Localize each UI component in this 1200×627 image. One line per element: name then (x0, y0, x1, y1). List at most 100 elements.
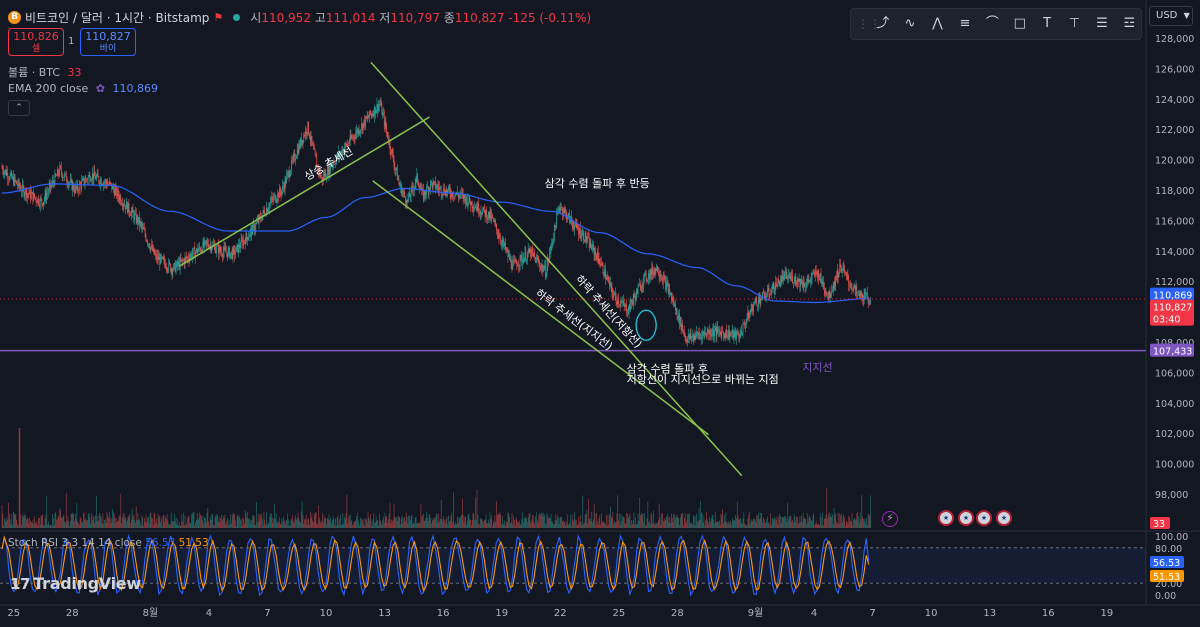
us-flag-icon[interactable]: ★ (958, 510, 974, 526)
candle-body (452, 192, 453, 198)
volume-bar (613, 523, 615, 528)
symbol-legend[interactable]: B 비트코인 / 달러 · 1시간 · Bitstamp ⚑ 시110,952 … (8, 9, 591, 26)
candle-body (797, 278, 798, 285)
volume-bar (584, 514, 586, 528)
candle-body (335, 163, 336, 165)
volume-bar (836, 521, 837, 528)
candle-body (331, 165, 333, 168)
candle-body (414, 183, 416, 187)
volume-bar (344, 518, 346, 528)
curve-icon[interactable]: ⌒ (985, 16, 999, 31)
economic-events[interactable]: ★ ★ (938, 510, 974, 526)
candle-body (501, 241, 503, 245)
volume-bar (688, 514, 689, 528)
volume-legend[interactable]: 볼륨 · BTC 33 (8, 64, 82, 80)
drawing-toolbar[interactable]: ⋮⋮ ⤴ ∿ ⋀ ≡ ⌒ □ T ⊤ ☰ ☲ (850, 8, 1142, 40)
economic-events-2[interactable]: ★ ★ (976, 510, 1012, 526)
candle-body (532, 252, 534, 254)
time-tick-label: 8월 (143, 607, 159, 619)
last-price-label-bg (1150, 299, 1194, 326)
volume-bar (678, 517, 680, 528)
candle-body (813, 272, 815, 274)
text-icon[interactable]: T (1043, 16, 1052, 31)
volume-bar (562, 520, 563, 528)
candle-body (629, 305, 631, 310)
candle-body (351, 137, 353, 139)
volume-bar (508, 513, 510, 528)
candle-body (34, 193, 35, 198)
path-icon[interactable]: ∿ (904, 16, 916, 31)
symbol-title[interactable]: 비트코인 / 달러 · 1시간 · Bitstamp (25, 11, 210, 25)
volume-bar (2, 514, 4, 528)
more-lines-icon[interactable]: ☲ (1123, 16, 1136, 31)
volume-bar (422, 514, 424, 528)
us-flag-icon[interactable]: ★ (976, 510, 992, 526)
currency-select[interactable]: USD ▼ (1149, 6, 1193, 26)
volume-bar (664, 517, 666, 528)
volume-bar (637, 513, 639, 528)
candle-body (173, 264, 174, 271)
breakout-highlight-ellipse[interactable] (635, 309, 657, 341)
candle-body (319, 169, 321, 177)
volume-bar (373, 513, 375, 528)
text-with-line-icon[interactable]: ⊤ (1068, 16, 1081, 31)
volume-bar (461, 498, 463, 528)
volume-bar (814, 523, 816, 528)
us-flag-icon[interactable]: ★ (938, 510, 954, 526)
volume-bar (711, 515, 713, 528)
volume-bar (557, 515, 558, 528)
candle-body (108, 184, 109, 185)
volume-bar (148, 516, 149, 528)
candle-body (46, 193, 48, 200)
candle-body (738, 334, 740, 338)
candle-body (782, 275, 784, 276)
stoch-legend[interactable]: Stoch RSI 3 3 14 14 close 56.53 51.53 (8, 537, 209, 549)
uptrend-line[interactable] (179, 116, 430, 267)
drag-handle-icon[interactable]: ⋮⋮ (857, 17, 881, 31)
trend-line-icon[interactable]: ⤴ (876, 16, 890, 31)
candle-body (328, 163, 330, 175)
abc-pattern-icon[interactable]: ⋀ (932, 16, 943, 31)
volume-bar (692, 524, 693, 528)
volume-bar (576, 525, 578, 528)
volume-bar (161, 517, 162, 528)
ema-legend[interactable]: EMA 200 close ✿ 110,869 (8, 82, 158, 95)
buy-button[interactable]: 110,827 바이 (80, 28, 136, 56)
candle-body (394, 166, 396, 168)
flag-icon[interactable]: ⚑ (213, 11, 224, 24)
rectangle-icon[interactable]: □ (1013, 16, 1026, 31)
candle-body (34, 197, 36, 199)
candle-body (36, 201, 38, 203)
downtrend-support-line[interactable] (372, 180, 710, 436)
tradingview-logo[interactable]: 17 TradingView (10, 574, 141, 593)
us-flag-icon[interactable]: ★ (996, 510, 1012, 526)
volume-bar (109, 512, 110, 528)
candle-body (769, 294, 771, 296)
candle-body (434, 181, 436, 182)
volume-bar (246, 517, 248, 528)
volume-bar (235, 520, 236, 528)
settings-sliders-icon[interactable]: ☰ (1096, 16, 1108, 31)
candle-body (83, 178, 85, 185)
candle-body (846, 274, 848, 275)
candle-body (93, 171, 95, 180)
horizontal-lines-icon[interactable]: ≡ (959, 16, 971, 31)
candle-body (777, 279, 779, 287)
candle-body (475, 207, 476, 209)
volume-bar (817, 524, 819, 528)
candle-body (490, 211, 492, 219)
candle-body (497, 234, 499, 236)
volume-bar (165, 518, 167, 528)
collapse-legend-button[interactable]: ⌃ (8, 100, 30, 116)
downtrend-resistance-line[interactable] (370, 61, 743, 477)
volume-bar (642, 513, 644, 528)
candle-body (636, 289, 638, 294)
lightning-icon[interactable]: ⚡ (882, 511, 898, 527)
volume-bar (206, 512, 208, 528)
volume-bar (725, 512, 727, 528)
volume-bar (222, 515, 224, 528)
sell-button[interactable]: 110,826 셀 (8, 28, 64, 56)
volume-bar (490, 518, 492, 528)
